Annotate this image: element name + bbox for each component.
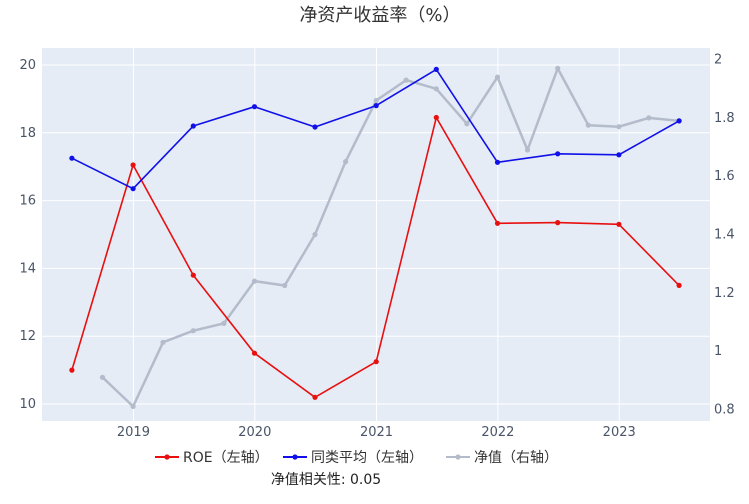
legend[interactable]: ROE（左轴） 同类平均（左轴） 净值（右轴） bbox=[155, 450, 558, 466]
data-point bbox=[343, 159, 349, 165]
data-point bbox=[190, 328, 196, 334]
data-point bbox=[99, 374, 106, 380]
y-right-tick-label: 2 bbox=[714, 53, 722, 68]
data-point bbox=[494, 220, 501, 226]
y-right-tick-label: 1 bbox=[714, 344, 722, 359]
data-point bbox=[373, 359, 379, 365]
series-1 bbox=[69, 66, 682, 192]
y-right-tick-label: 1.8 bbox=[714, 111, 735, 126]
series-layer bbox=[69, 65, 682, 409]
y-left-tick-label: 10 bbox=[19, 397, 36, 412]
data-point bbox=[130, 162, 136, 168]
x-tick-label: 2022 bbox=[481, 425, 514, 440]
y-right-tick-label: 0.8 bbox=[714, 402, 735, 417]
chart-title: 净资产收益率（%） bbox=[299, 5, 460, 26]
legend-swatch-marker bbox=[292, 454, 298, 460]
data-point bbox=[251, 278, 258, 284]
legend-item[interactable]: 同类平均（左轴） bbox=[283, 450, 423, 466]
data-point bbox=[69, 155, 75, 161]
data-point bbox=[494, 159, 501, 165]
data-point bbox=[130, 403, 136, 409]
correlation-footer: 净值相关性: 0.05 bbox=[271, 472, 381, 488]
legend-label: 净值（右轴） bbox=[474, 450, 558, 466]
data-point bbox=[69, 367, 75, 373]
y-left-tick-label: 18 bbox=[19, 126, 36, 141]
data-point bbox=[251, 350, 258, 356]
data-point bbox=[524, 147, 531, 153]
y-axis-right: 0.8 1 1.2 1.4 1.6 1.8 2 bbox=[714, 53, 735, 418]
correlation-value: 0.05 bbox=[350, 472, 381, 488]
y-left-tick-label: 12 bbox=[19, 329, 36, 344]
y-left-tick-label: 20 bbox=[19, 58, 36, 73]
legend-swatch-marker bbox=[164, 454, 170, 460]
data-point bbox=[312, 394, 318, 400]
data-point bbox=[555, 65, 561, 71]
data-point bbox=[616, 221, 622, 227]
data-point bbox=[616, 124, 622, 130]
legend-label: 同类平均（左轴） bbox=[311, 450, 423, 466]
series-0 bbox=[69, 114, 682, 400]
data-point bbox=[676, 118, 682, 124]
x-tick-label: 2020 bbox=[238, 425, 271, 440]
y-left-tick-label: 16 bbox=[19, 194, 36, 209]
y-axis-left: 10 12 14 16 18 20 bbox=[19, 58, 36, 412]
y-right-tick-label: 1.2 bbox=[714, 286, 735, 301]
data-point bbox=[130, 186, 136, 192]
data-point bbox=[616, 152, 622, 158]
legend-label: ROE（左轴） bbox=[183, 450, 269, 466]
x-tick-label: 2021 bbox=[360, 425, 393, 440]
data-point bbox=[676, 282, 682, 288]
data-point bbox=[433, 66, 439, 72]
data-point bbox=[373, 97, 379, 104]
data-point bbox=[555, 151, 561, 157]
data-point bbox=[373, 103, 379, 109]
y-right-tick-label: 1.6 bbox=[714, 169, 735, 184]
data-point bbox=[282, 282, 288, 289]
correlation-label: 净值相关性: bbox=[271, 472, 350, 488]
y-left-tick-label: 14 bbox=[19, 261, 36, 276]
data-point bbox=[403, 77, 409, 83]
data-point bbox=[251, 104, 258, 110]
data-point bbox=[190, 272, 196, 278]
data-point bbox=[494, 74, 501, 80]
x-axis: 2019 2020 2021 2022 2023 bbox=[117, 425, 636, 440]
data-point bbox=[585, 122, 591, 128]
data-point bbox=[312, 124, 318, 130]
data-point bbox=[160, 339, 166, 345]
data-point bbox=[433, 114, 439, 121]
x-tick-label: 2019 bbox=[117, 425, 150, 440]
x-tick-label: 2023 bbox=[603, 425, 636, 440]
data-point bbox=[433, 86, 439, 92]
y-right-tick-label: 1.4 bbox=[714, 228, 735, 243]
data-point bbox=[646, 115, 652, 121]
series-line bbox=[101, 67, 680, 408]
legend-item[interactable]: ROE（左轴） bbox=[155, 450, 269, 466]
gridlines bbox=[42, 48, 710, 421]
data-point bbox=[312, 231, 318, 238]
data-point bbox=[464, 121, 470, 127]
data-point bbox=[555, 220, 561, 226]
data-point bbox=[221, 320, 227, 326]
data-point bbox=[190, 123, 196, 129]
legend-item[interactable]: 净值（右轴） bbox=[446, 450, 558, 466]
legend-swatch-marker bbox=[455, 454, 461, 460]
